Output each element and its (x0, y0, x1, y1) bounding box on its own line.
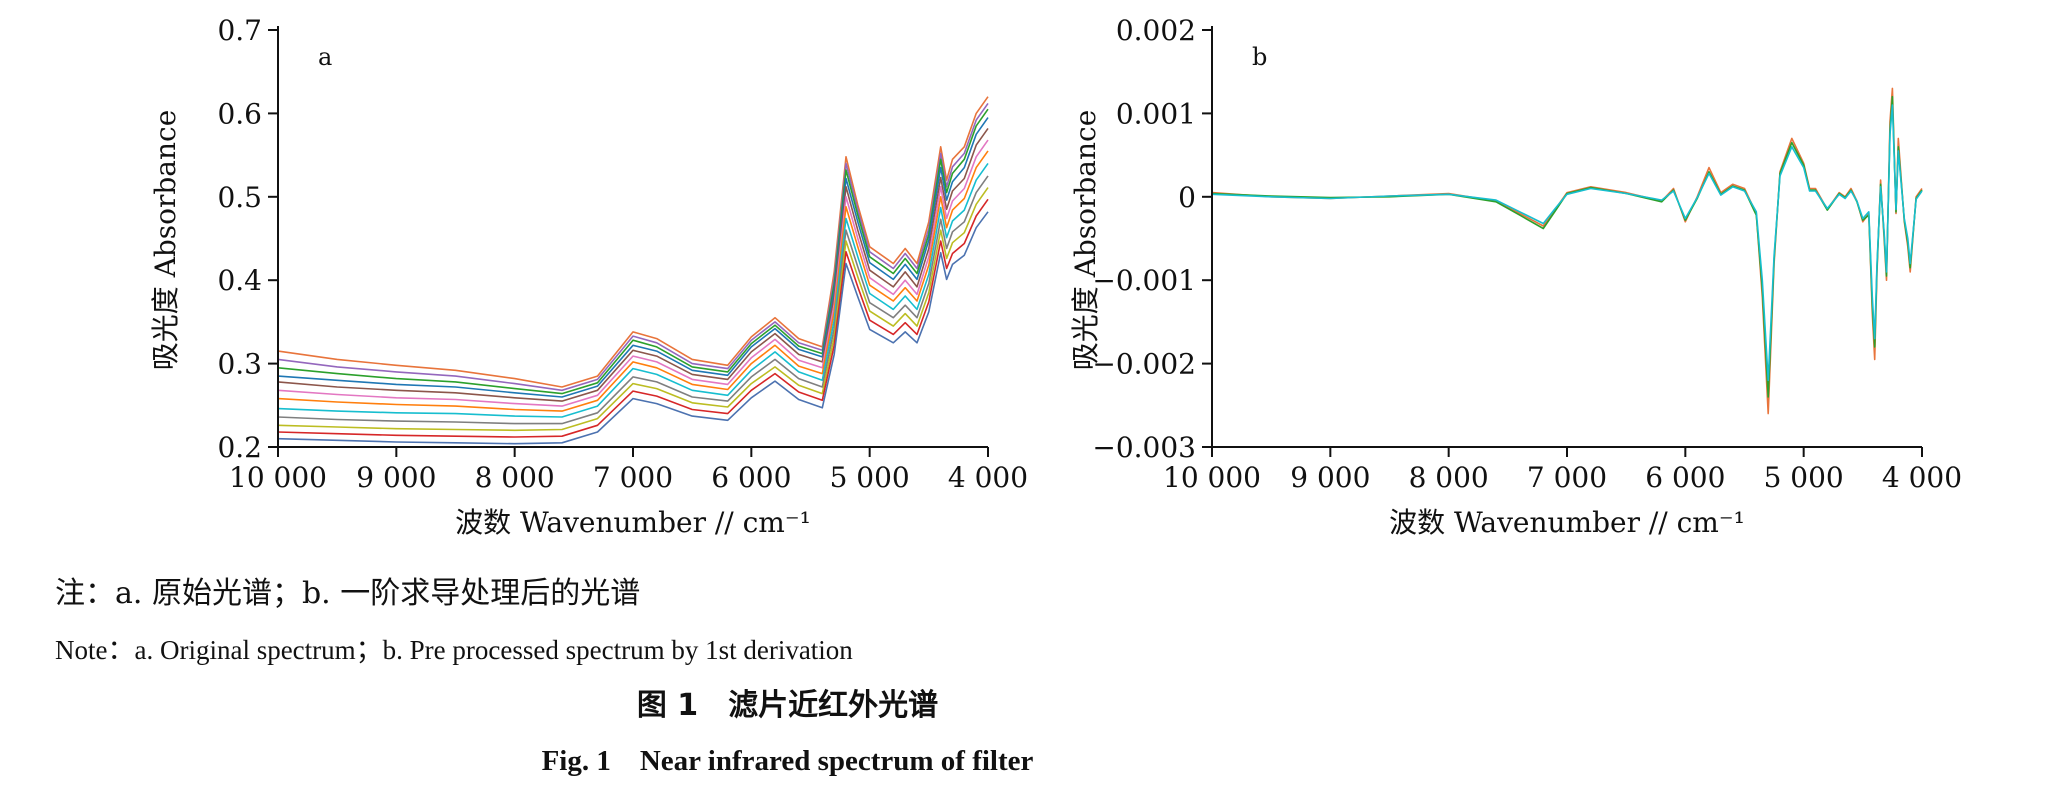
series-line-12 (277, 211, 989, 445)
series-line-2 (277, 102, 989, 392)
figure-title-chinese: 图 1 滤片近红外光谱 (636, 688, 939, 723)
x-tick-label: 7 000 (1527, 461, 1607, 494)
x-tick-label: 9 000 (1290, 461, 1370, 494)
series-line-4 (277, 117, 989, 398)
y-tick-label: −0.003 (1092, 431, 1196, 464)
y-tick-label: −0.001 (1092, 264, 1196, 297)
series-line-1 (277, 96, 989, 388)
panel-a-chart: 0.2 0.3 0.4 0.5 0.6 0.7 10 000 9 000 8 000 7 000 6… (149, 14, 1028, 539)
x-tick-label: 5 000 (1764, 461, 1844, 494)
x-tick-label: 10 000 (1163, 461, 1261, 494)
y-tick-label: 0.002 (1116, 14, 1196, 47)
y-tick-label: 0 (1178, 181, 1196, 214)
series-line-8 (277, 162, 989, 418)
x-tick-label: 4 000 (948, 461, 1028, 494)
x-tick-label: 9 000 (356, 461, 436, 494)
series-line-3 (1211, 104, 1923, 382)
y-tick-label: 0.7 (217, 14, 262, 47)
x-tick-label: 6 000 (1645, 461, 1725, 494)
x-tick-label: 8 000 (1409, 461, 1489, 494)
x-axis-label: 波数 Wavenumber // cm⁻¹ (1389, 506, 1745, 539)
x-tick-label: 4 000 (1882, 461, 1962, 494)
series-line-5 (277, 127, 989, 402)
panel-label: a (318, 43, 332, 71)
panel-b-chart: −0.003 −0.002 −0.001 0 0.001 0.002 10 000 9 000… (1069, 14, 1962, 539)
y-axis-label: 吸光度 Absorbance (1069, 110, 1102, 371)
series-line-6 (277, 139, 989, 407)
y-tick-label: 0.001 (1116, 97, 1196, 130)
note-chinese: 注：a. 原始光谱；b. 一阶求导处理后的光谱 (55, 576, 641, 611)
x-tick-label: 8 000 (475, 461, 555, 494)
figure-title-english: Fig. 1 Near infrared spectrum of filter (541, 745, 1034, 777)
y-tick-label: 0.6 (217, 97, 262, 130)
x-tick-label: 5 000 (830, 461, 910, 494)
y-tick-label: 0.4 (217, 264, 262, 297)
series-line-9 (277, 175, 989, 425)
x-axis-label: 波数 Wavenumber // cm⁻¹ (455, 506, 811, 539)
series-line-1 (1211, 87, 1923, 415)
series-line-10 (277, 187, 989, 432)
note-english: Note：a. Original spectrum；b. Pre process… (55, 635, 853, 665)
x-tick-label: 6 000 (711, 461, 791, 494)
y-axis-label: 吸光度 Absorbance (149, 110, 182, 371)
x-tick-label: 7 000 (593, 461, 673, 494)
x-tick-label: 10 000 (229, 461, 327, 494)
series-line-7 (277, 150, 989, 412)
panel-label: b (1252, 43, 1267, 71)
series-line-2 (1211, 95, 1923, 398)
y-tick-label: 0.2 (217, 431, 262, 464)
y-tick-label: −0.002 (1092, 348, 1196, 381)
y-tick-label: 0.5 (217, 181, 262, 214)
y-tick-label: 0.3 (217, 348, 262, 381)
series-line-11 (277, 198, 989, 438)
